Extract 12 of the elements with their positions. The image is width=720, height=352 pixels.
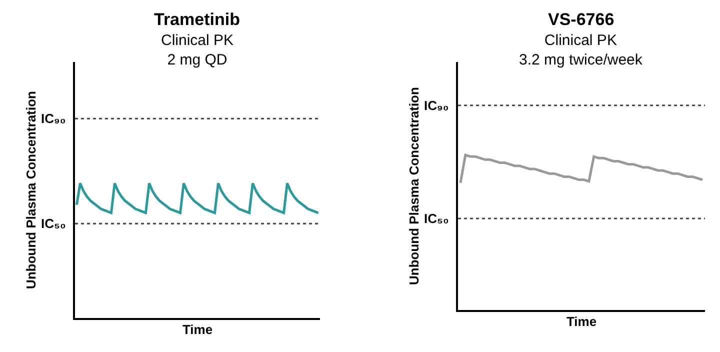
- chart-subtitle: Clinical PK 3.2 mg twice/week: [519, 32, 643, 68]
- chart-title: Trametinib: [154, 10, 240, 29]
- chart-title: VS-6766: [548, 10, 614, 29]
- chart-subtitle: Clinical PK 2 mg QD: [161, 32, 234, 68]
- ref-line-label: IC₉₀: [41, 111, 66, 126]
- ref-line-label: IC₅₀: [41, 216, 66, 231]
- x-axis-title: Time: [566, 314, 597, 329]
- y-axis-title: Unbound Plasma Concentration: [406, 86, 422, 285]
- x-axis-title: Time: [182, 322, 213, 337]
- ref-line-label: IC₉₀: [424, 98, 449, 113]
- y-axis-title: Unbound Plasma Concentration: [24, 90, 39, 289]
- ref-line-label: IC₅₀: [424, 211, 449, 226]
